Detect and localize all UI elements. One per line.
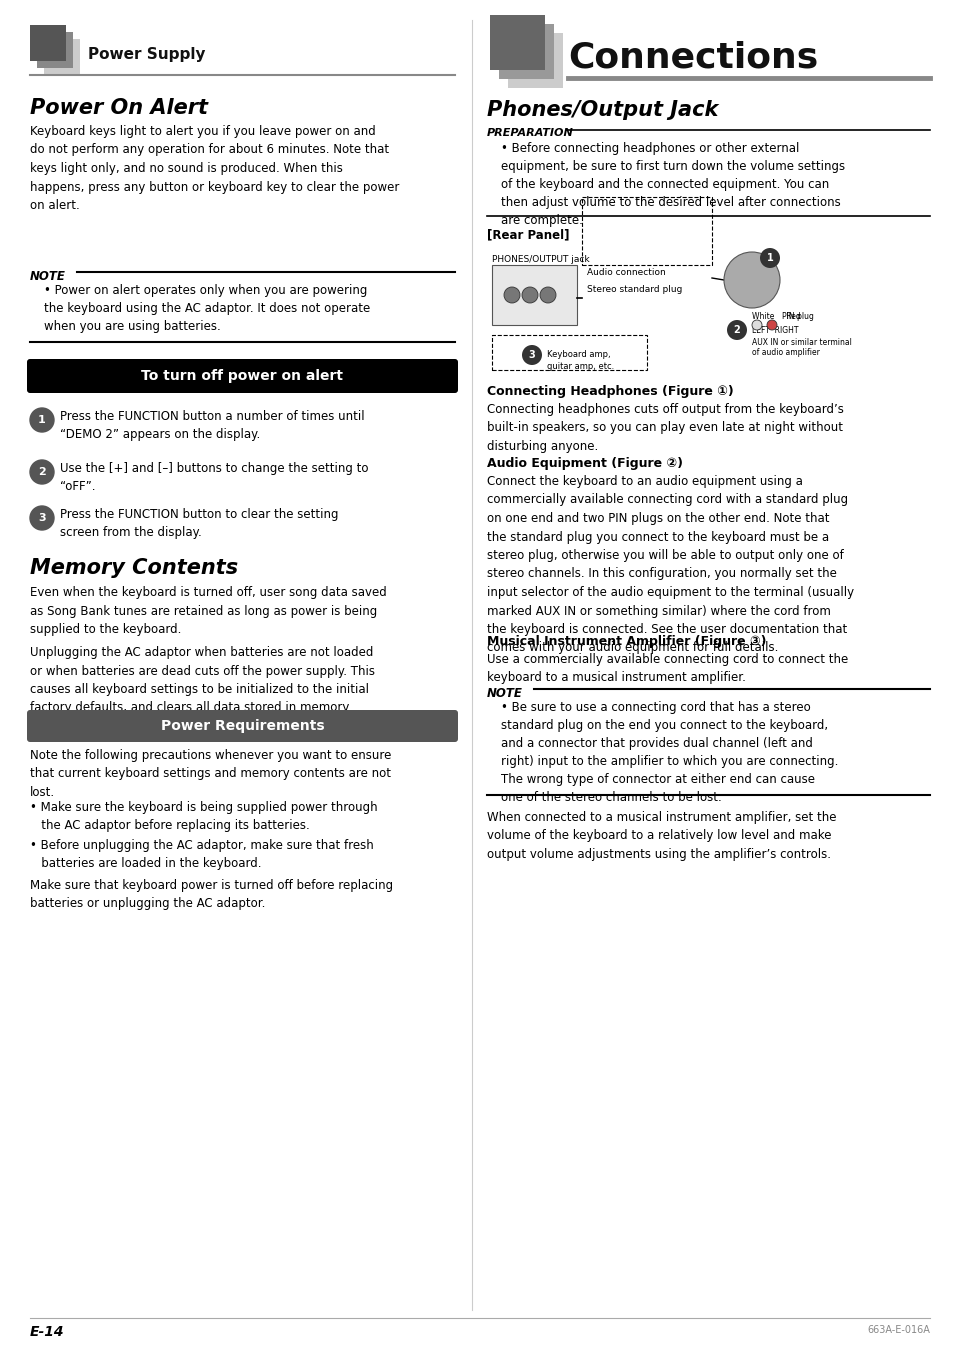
Text: Power On Alert: Power On Alert xyxy=(30,98,208,119)
Text: Memory Contents: Memory Contents xyxy=(30,558,238,578)
Text: Use the [+] and [–] buttons to change the setting to
“oFF”.: Use the [+] and [–] buttons to change th… xyxy=(60,462,368,493)
Bar xyxy=(492,266,577,325)
Text: [Rear Panel]: [Rear Panel] xyxy=(486,228,569,241)
Text: LEFT  RIGHT: LEFT RIGHT xyxy=(751,326,798,336)
Bar xyxy=(498,24,554,80)
Bar xyxy=(30,26,66,61)
Text: Audio connection: Audio connection xyxy=(586,268,665,276)
Text: • Before unplugging the AC adaptor, make sure that fresh
   batteries are loaded: • Before unplugging the AC adaptor, make… xyxy=(30,838,374,869)
Text: Power Requirements: Power Requirements xyxy=(160,718,324,733)
Text: Press the FUNCTION button a number of times until
“DEMO 2” appears on the displa: Press the FUNCTION button a number of ti… xyxy=(60,410,364,441)
Circle shape xyxy=(30,408,54,431)
Bar xyxy=(490,15,544,70)
Circle shape xyxy=(760,248,780,268)
Text: PIN plug: PIN plug xyxy=(781,311,813,321)
Circle shape xyxy=(726,319,746,340)
Text: 2: 2 xyxy=(733,325,740,336)
Text: Make sure that keyboard power is turned off before replacing
batteries or unplug: Make sure that keyboard power is turned … xyxy=(30,879,393,910)
Text: AUX IN or similar terminal: AUX IN or similar terminal xyxy=(751,338,851,346)
Text: 663A-E-016A: 663A-E-016A xyxy=(866,1325,929,1335)
Text: NOTE: NOTE xyxy=(30,270,66,283)
Text: To turn off power on alert: To turn off power on alert xyxy=(141,369,343,383)
Text: Power Supply: Power Supply xyxy=(88,47,205,62)
Text: 3: 3 xyxy=(528,350,535,360)
Circle shape xyxy=(766,319,776,330)
Text: NOTE: NOTE xyxy=(486,687,522,700)
Text: PREPARATION: PREPARATION xyxy=(486,128,573,137)
Text: Connections: Connections xyxy=(567,40,818,75)
Text: White     Red: White Red xyxy=(751,311,800,321)
Circle shape xyxy=(723,252,780,307)
Text: Stereo standard plug: Stereo standard plug xyxy=(586,284,681,294)
Circle shape xyxy=(521,345,541,365)
Text: When connected to a musical instrument amplifier, set the
volume of the keyboard: When connected to a musical instrument a… xyxy=(486,811,836,861)
Text: 1: 1 xyxy=(38,415,46,425)
Circle shape xyxy=(30,460,54,484)
Text: E-14: E-14 xyxy=(30,1325,65,1339)
Text: Use a commercially available connecting cord to connect the
keyboard to a musica: Use a commercially available connecting … xyxy=(486,652,847,685)
Circle shape xyxy=(503,287,519,303)
Text: Connecting headphones cuts off output from the keyboard’s
built-in speakers, so : Connecting headphones cuts off output fr… xyxy=(486,403,843,453)
Text: 1: 1 xyxy=(766,253,773,263)
Bar xyxy=(37,32,73,67)
Text: • Be sure to use a connecting cord that has a stereo
standard plug on the end yo: • Be sure to use a connecting cord that … xyxy=(500,701,838,803)
Circle shape xyxy=(539,287,556,303)
Text: Unplugging the AC adaptor when batteries are not loaded
or when batteries are de: Unplugging the AC adaptor when batteries… xyxy=(30,646,375,714)
Text: Press the FUNCTION button to clear the setting
screen from the display.: Press the FUNCTION button to clear the s… xyxy=(60,508,338,539)
FancyBboxPatch shape xyxy=(27,710,457,741)
Circle shape xyxy=(521,287,537,303)
Circle shape xyxy=(751,319,761,330)
FancyBboxPatch shape xyxy=(27,359,457,394)
Bar xyxy=(492,336,646,369)
Text: • Power on alert operates only when you are powering
the keyboard using the AC a: • Power on alert operates only when you … xyxy=(44,284,370,333)
Text: • Before connecting headphones or other external
equipment, be sure to first tur: • Before connecting headphones or other … xyxy=(500,142,844,226)
Text: Even when the keyboard is turned off, user song data saved
as Song Bank tunes ar: Even when the keyboard is turned off, us… xyxy=(30,586,386,636)
Text: Musical Instrument Amplifier (Figure ③): Musical Instrument Amplifier (Figure ③) xyxy=(486,635,765,648)
Text: Connect the keyboard to an audio equipment using a
commercially available connec: Connect the keyboard to an audio equipme… xyxy=(486,474,853,655)
Text: Connecting Headphones (Figure ①): Connecting Headphones (Figure ①) xyxy=(486,386,733,398)
Bar xyxy=(507,32,562,88)
Text: Note the following precautions whenever you want to ensure
that current keyboard: Note the following precautions whenever … xyxy=(30,749,391,799)
Text: Phones/Output Jack: Phones/Output Jack xyxy=(486,100,718,120)
Circle shape xyxy=(30,506,54,530)
Text: Keyboard amp,: Keyboard amp, xyxy=(546,350,610,359)
Text: PHONES/OUTPUT jack: PHONES/OUTPUT jack xyxy=(492,255,589,264)
Bar xyxy=(581,197,711,266)
Text: 3: 3 xyxy=(38,514,46,523)
Text: Keyboard keys light to alert you if you leave power on and
do not perform any op: Keyboard keys light to alert you if you … xyxy=(30,125,399,212)
Text: of audio amplifier: of audio amplifier xyxy=(751,348,819,357)
Text: 2: 2 xyxy=(38,466,46,477)
Text: guitar amp, etc.: guitar amp, etc. xyxy=(546,363,614,371)
Text: • Make sure the keyboard is being supplied power through
   the AC adaptor befor: • Make sure the keyboard is being suppli… xyxy=(30,801,377,832)
Text: Audio Equipment (Figure ②): Audio Equipment (Figure ②) xyxy=(486,457,682,470)
Bar xyxy=(44,39,80,75)
